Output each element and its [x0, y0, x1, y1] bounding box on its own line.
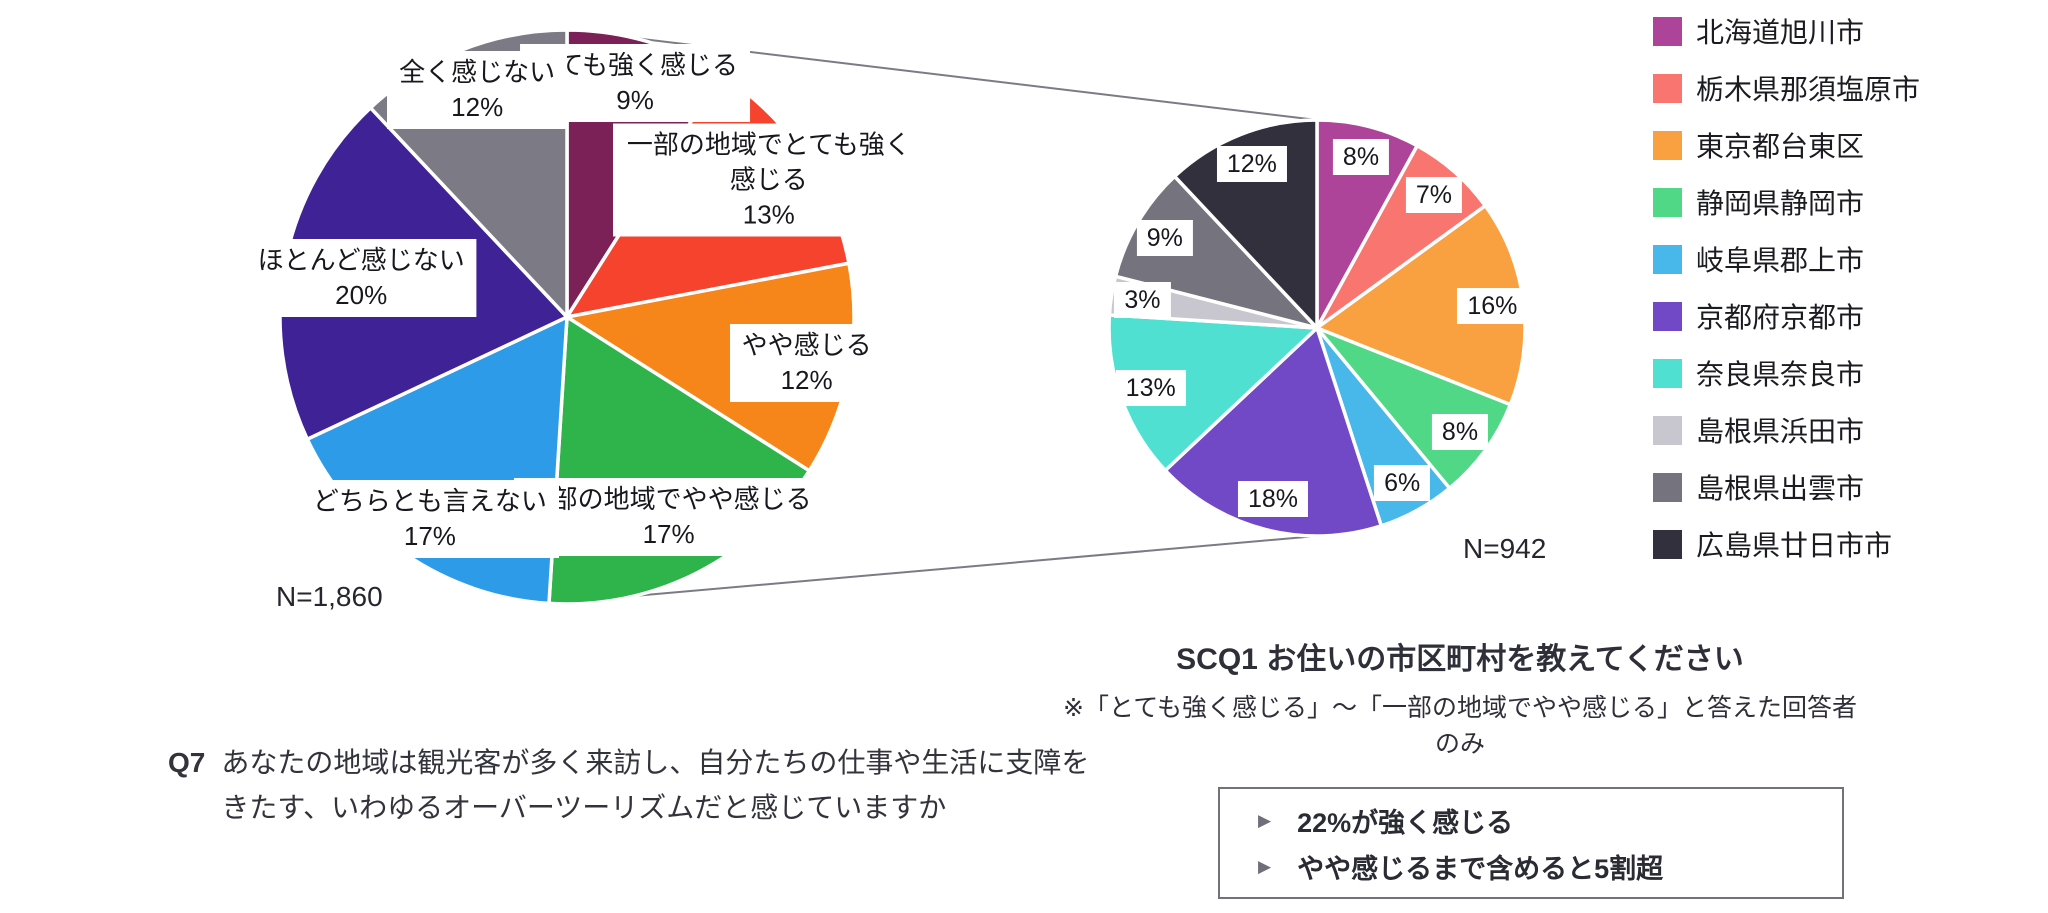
legend-item-東京都台東区: 東京都台東区	[1653, 130, 1920, 162]
q7-question-line2: きたす、いわゆるオーバーツーリズムだと感じていますか	[221, 792, 947, 823]
callout-text-2: やや感じるまで含めると5割超	[1297, 853, 1664, 884]
legend-label: 奈良県奈良市	[1696, 359, 1865, 390]
legend-color-swatch	[1653, 16, 1682, 46]
scq1-sample-size: N=942	[1463, 533, 1547, 564]
legend-color-swatch	[1653, 244, 1682, 274]
scq1-question-title: SCQ1 お住いの市区町村を教えてください	[1176, 643, 1744, 676]
scq1-caption: SCQ1 お住いの市区町村を教えてください ※「とても強く感じる」～「一部の地域…	[1060, 634, 1860, 760]
scq1-filter-note: ※「とても強く感じる」～「一部の地域でやや感じる」と答えた回答者のみ	[1063, 694, 1857, 758]
legend-label: 広島県廿日市市	[1696, 530, 1893, 561]
callout-item: ▶ やや感じるまで含めると5割超	[1258, 847, 1842, 886]
legend-item-岐阜県郡上市: 岐阜県郡上市	[1653, 244, 1920, 276]
legend-label: 栃木県那須塩原市	[1696, 74, 1921, 105]
legend-color-swatch	[1653, 187, 1682, 217]
scq1-pie-chart	[1107, 118, 1527, 538]
legend-item-静岡県静岡市: 静岡県静岡市	[1653, 187, 1920, 219]
callout-item: ▶ 22%が強く感じる	[1258, 801, 1842, 840]
scq1-legend: 北海道旭川市栃木県那須塩原市 東京都台東区 静岡県静岡市 岐阜県郡上市 京都府京都市 奈良…	[1653, 16, 1920, 561]
legend-color-swatch	[1653, 358, 1682, 388]
q7-sample-size: N=1,860	[276, 581, 383, 612]
legend-item-栃木県那須塩原市: 栃木県那須塩原市	[1653, 73, 1920, 105]
legend-color-swatch	[1653, 301, 1682, 331]
pie-slice-京都府京都市	[1162, 324, 1384, 538]
triangle-bullet-icon: ▶	[1258, 856, 1272, 876]
legend-label: 静岡県静岡市	[1696, 188, 1865, 219]
legend-label: 京都府京都市	[1696, 302, 1865, 333]
legend-color-swatch	[1653, 415, 1682, 445]
legend-color-swatch	[1653, 73, 1682, 103]
legend-color-swatch	[1653, 529, 1682, 559]
q7-question-line1: あなたの地域は観光客が多く来訪し、自分たちの仕事や生活に支障を	[221, 747, 1090, 778]
legend-item-広島県廿日市市: 広島県廿日市市	[1653, 529, 1920, 561]
summary-callout-box: ▶ 22%が強く感じる ▶ やや感じるまで含めると5割超	[1218, 787, 1844, 899]
q7-question-number: Q7	[168, 747, 206, 778]
legend-label: 島根県出雲市	[1696, 473, 1865, 504]
legend-item-北海道旭川市: 北海道旭川市	[1653, 16, 1920, 48]
legend-color-swatch	[1653, 472, 1682, 502]
q7-pie-chart	[278, 28, 856, 606]
triangle-bullet-icon: ▶	[1258, 810, 1272, 830]
legend-label: 島根県浜田市	[1696, 416, 1865, 447]
legend-label: 北海道旭川市	[1696, 17, 1865, 48]
legend-item-島根県出雲市: 島根県出雲市	[1653, 472, 1920, 504]
connector-line-bottom	[548, 535, 1318, 605]
legend-item-京都府京都市: 京都府京都市	[1653, 301, 1920, 333]
legend-item-奈良県奈良市: 奈良県奈良市	[1653, 358, 1920, 390]
q7-question-text: あなたの地域は観光客が多く来訪し、自分たちの仕事や生活に支障を きたす、いわゆる…	[221, 740, 1089, 830]
q7-question: Q7 あなたの地域は観光客が多く来訪し、自分たちの仕事や生活に支障を きたす、い…	[168, 740, 1089, 830]
legend-label: 岐阜県郡上市	[1696, 245, 1865, 276]
legend-item-島根県浜田市: 島根県浜田市	[1653, 415, 1920, 447]
legend-label: 東京都台東区	[1696, 131, 1865, 162]
legend-color-swatch	[1653, 130, 1682, 160]
callout-text-1: 22%が強く感じる	[1297, 807, 1514, 838]
